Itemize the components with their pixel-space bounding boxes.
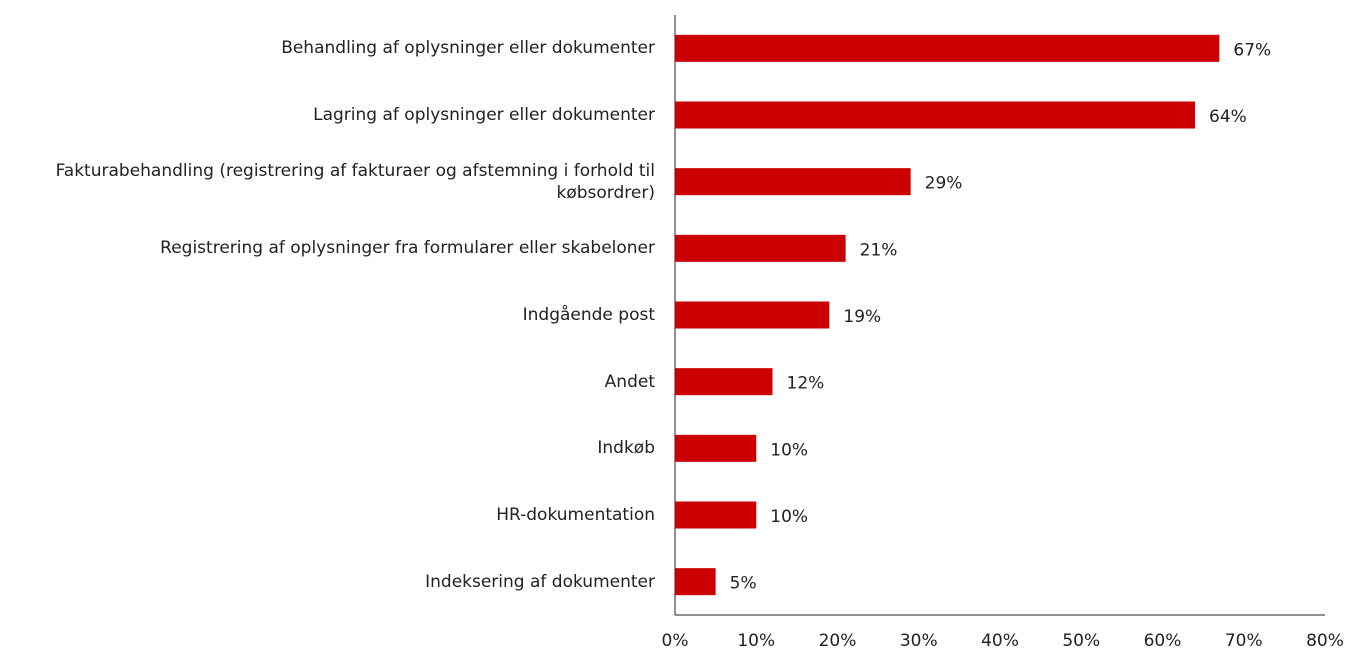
value-label: 10%	[770, 507, 808, 527]
category-label: Indeksering af dokumenter	[425, 571, 655, 592]
bar	[675, 368, 773, 396]
x-tick-label: 20%	[819, 631, 857, 651]
value-label: 12%	[787, 374, 825, 394]
value-label: 19%	[843, 307, 881, 327]
bar	[675, 168, 911, 196]
value-label: 5%	[730, 574, 757, 594]
bar	[675, 34, 1220, 62]
x-tick-label: 70%	[1225, 631, 1263, 651]
category-label: Registrering af oplysninger fra formular…	[160, 238, 655, 259]
value-label: 64%	[1209, 107, 1247, 127]
x-tick-label: 30%	[900, 631, 938, 651]
x-tick-label: 50%	[1062, 631, 1100, 651]
category-label: Lagring af oplysninger eller dokumenter	[313, 105, 655, 125]
value-label: 10%	[770, 440, 808, 460]
bar	[675, 101, 1195, 129]
x-tick-label: 40%	[981, 631, 1019, 651]
category-label: Behandling af oplysninger eller dokument…	[281, 38, 655, 59]
category-label: Indkøb	[597, 438, 655, 459]
bar	[675, 301, 830, 329]
category-label: Andet	[604, 371, 655, 392]
value-label: 29%	[925, 174, 963, 194]
bar	[675, 434, 757, 462]
x-tick-label: 60%	[1144, 631, 1182, 651]
bar	[675, 234, 846, 262]
category-label: Fakturabehandling (registrering af faktu…	[55, 160, 655, 203]
value-label: 21%	[860, 240, 898, 260]
category-label: HR-dokumentation	[496, 505, 655, 525]
bar	[675, 568, 716, 596]
value-label: 67%	[1233, 40, 1271, 60]
category-label: Indgående post	[522, 305, 655, 325]
x-tick-label: 10%	[737, 631, 775, 651]
bar	[675, 501, 757, 529]
x-tick-label: 0%	[662, 631, 689, 651]
x-tick-label: 80%	[1306, 631, 1344, 651]
